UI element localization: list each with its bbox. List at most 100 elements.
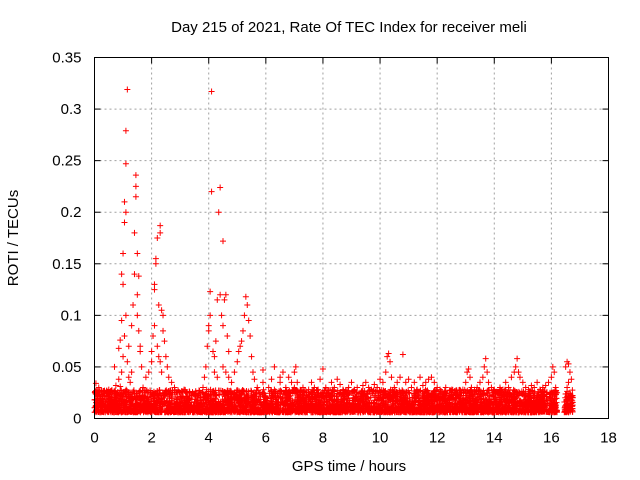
baseline-point bbox=[517, 397, 524, 404]
baseline-point bbox=[289, 388, 296, 395]
baseline-point bbox=[553, 387, 560, 394]
baseline-point bbox=[184, 389, 191, 396]
baseline-point bbox=[467, 388, 474, 395]
data-point bbox=[135, 273, 142, 280]
data-point bbox=[122, 312, 129, 319]
baseline-point bbox=[289, 408, 296, 415]
data-point bbox=[214, 296, 221, 303]
baseline-point bbox=[163, 387, 170, 394]
data-point bbox=[279, 369, 286, 376]
baseline-point bbox=[120, 404, 127, 411]
data-point bbox=[220, 238, 226, 245]
data-point bbox=[122, 209, 129, 216]
baseline-point bbox=[222, 397, 229, 404]
data-point bbox=[568, 376, 575, 383]
baseline-point bbox=[522, 392, 529, 399]
data-point bbox=[142, 374, 149, 381]
grid-lines bbox=[94, 57, 609, 419]
baseline-point bbox=[435, 393, 442, 400]
baseline-point bbox=[247, 409, 254, 416]
baseline-point bbox=[525, 408, 532, 415]
data-point bbox=[565, 379, 572, 386]
baseline-point bbox=[272, 394, 279, 401]
baseline-point bbox=[354, 404, 361, 411]
data-point bbox=[118, 317, 125, 324]
baseline-point bbox=[158, 408, 165, 415]
data-point bbox=[382, 369, 389, 376]
baseline-point bbox=[467, 409, 474, 416]
baseline-point bbox=[535, 408, 542, 415]
data-point bbox=[308, 379, 315, 386]
baseline-point bbox=[437, 407, 444, 414]
baseline-point bbox=[216, 409, 223, 416]
baseline-point bbox=[167, 408, 174, 415]
baseline-point bbox=[103, 390, 110, 397]
baseline-point bbox=[548, 400, 555, 407]
data-point bbox=[127, 379, 134, 386]
baseline-point bbox=[299, 407, 306, 414]
baseline-point bbox=[563, 406, 570, 413]
baseline-point bbox=[408, 405, 415, 412]
baseline-point bbox=[314, 392, 321, 399]
baseline-point bbox=[410, 399, 417, 406]
x-axis-label: GPS time / hours bbox=[292, 458, 406, 475]
baseline-point bbox=[323, 405, 330, 412]
baseline-point bbox=[257, 393, 264, 400]
baseline-point bbox=[116, 395, 123, 402]
baseline-point bbox=[315, 392, 322, 399]
baseline-point bbox=[529, 388, 536, 395]
data-point bbox=[152, 255, 159, 262]
baseline-point bbox=[569, 407, 576, 414]
data-point bbox=[334, 376, 341, 383]
data-point bbox=[137, 343, 144, 350]
baseline-point bbox=[126, 397, 133, 404]
baseline-point bbox=[505, 389, 512, 396]
baseline-point bbox=[522, 407, 529, 414]
data-point bbox=[371, 381, 378, 388]
baseline-point bbox=[327, 407, 334, 414]
baseline-point bbox=[109, 405, 116, 412]
x-tick-label: 0 bbox=[90, 430, 98, 447]
baseline-point bbox=[537, 389, 544, 396]
baseline-point bbox=[338, 396, 345, 403]
baseline-point bbox=[169, 389, 176, 396]
data-point bbox=[165, 374, 172, 381]
baseline-point bbox=[187, 394, 194, 401]
data-point bbox=[140, 384, 147, 391]
baseline-point bbox=[396, 398, 403, 405]
baseline-point bbox=[347, 403, 354, 410]
baseline-point bbox=[259, 389, 266, 396]
baseline-point bbox=[439, 404, 446, 411]
baseline-point bbox=[391, 390, 398, 397]
baseline-point bbox=[512, 395, 519, 402]
data-point bbox=[549, 363, 556, 370]
y-tick-label: 0.2 bbox=[61, 204, 82, 221]
baseline-point bbox=[153, 399, 160, 406]
baseline-point bbox=[194, 402, 201, 409]
data-point bbox=[542, 382, 549, 389]
baseline-point bbox=[455, 406, 462, 413]
data-point bbox=[135, 327, 142, 334]
baseline-point bbox=[460, 389, 467, 396]
baseline-point bbox=[293, 389, 300, 396]
baseline-point bbox=[224, 387, 231, 394]
data-point bbox=[485, 379, 492, 386]
baseline-point bbox=[514, 390, 521, 397]
baseline-point bbox=[499, 391, 506, 398]
baseline-point bbox=[131, 390, 138, 397]
data-point bbox=[379, 379, 386, 386]
baseline-point bbox=[489, 402, 496, 409]
baseline-point bbox=[247, 406, 254, 413]
baseline-point bbox=[472, 408, 479, 415]
data-point bbox=[222, 369, 229, 376]
data-point bbox=[221, 296, 228, 303]
baseline-point bbox=[165, 399, 172, 406]
data-point bbox=[130, 302, 137, 309]
data-point bbox=[138, 363, 145, 370]
chart-title: Day 215 of 2021, Rate Of TEC Index for r… bbox=[171, 19, 527, 36]
baseline-point bbox=[369, 388, 376, 395]
baseline-point bbox=[323, 392, 330, 399]
baseline-point bbox=[205, 392, 212, 399]
baseline-point bbox=[380, 400, 387, 407]
y-tick-labels: 00.050.10.150.20.250.30.35 bbox=[52, 50, 81, 428]
